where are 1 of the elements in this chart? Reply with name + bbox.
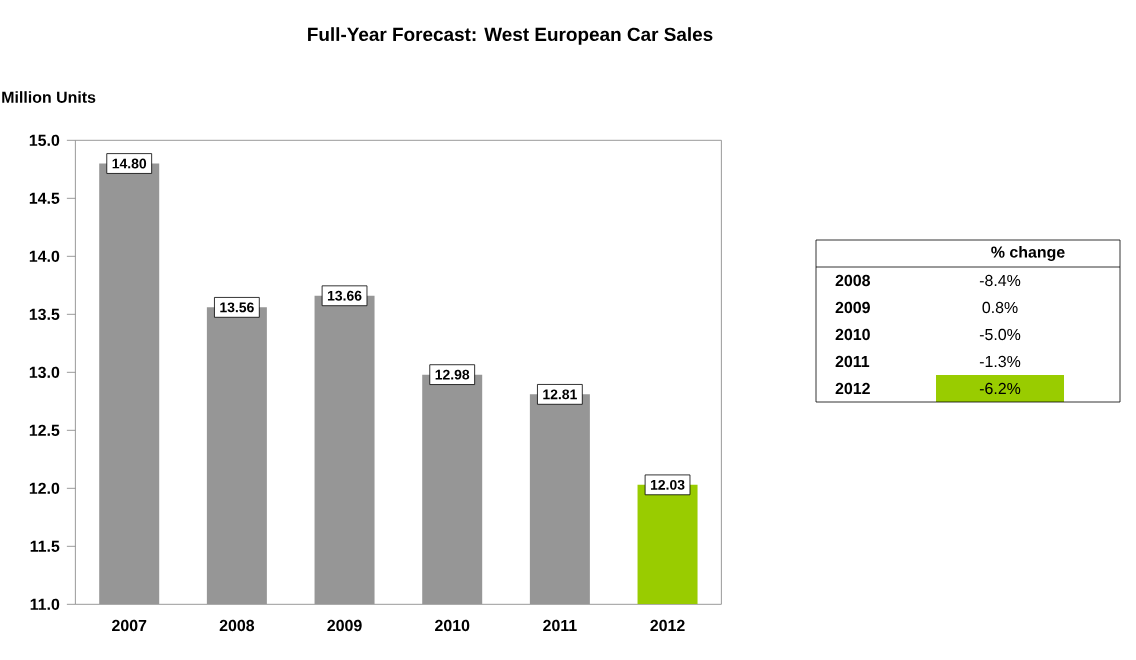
chart-title: Full-Year Forecast: West European Car Sales <box>308 27 713 45</box>
